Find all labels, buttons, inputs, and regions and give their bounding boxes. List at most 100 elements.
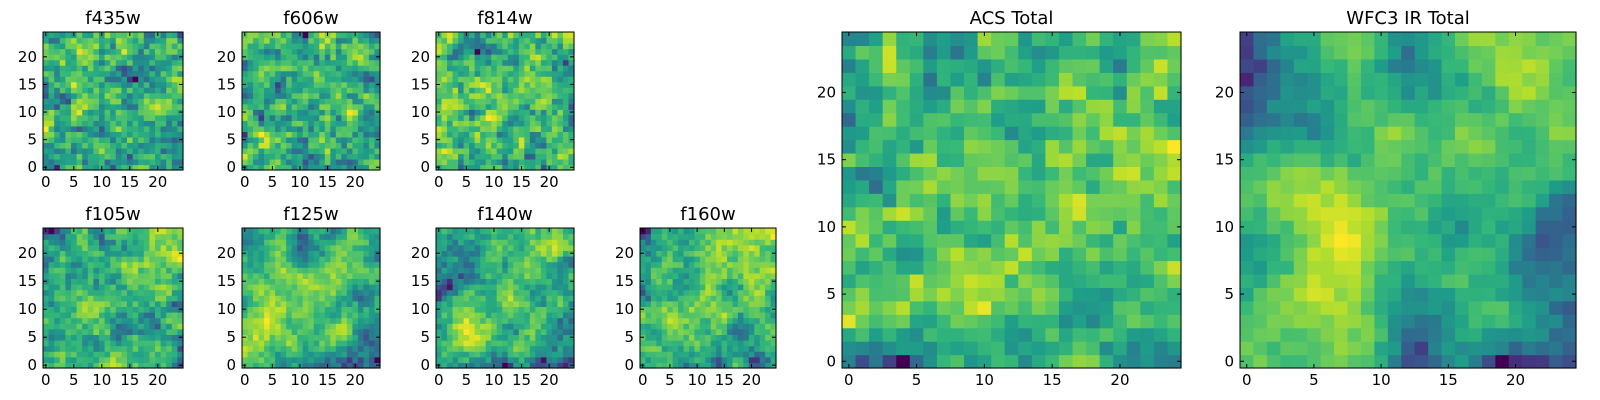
heatmap-cell	[688, 272, 695, 279]
heatmap-cell	[59, 114, 66, 121]
heatmap-cell	[121, 317, 128, 324]
heatmap-cell	[247, 92, 254, 99]
heatmap-cell	[308, 239, 315, 246]
heatmap-cell	[721, 306, 728, 313]
heatmap-cell	[143, 323, 150, 330]
x-tick-label: 10	[290, 173, 309, 191]
heatmap-cell	[368, 306, 376, 313]
heatmap-cell	[463, 109, 470, 116]
heatmap-cell	[447, 103, 454, 110]
heatmap-cell	[308, 114, 315, 121]
heatmap-cell	[43, 65, 50, 72]
heatmap-cell	[275, 54, 282, 61]
heatmap-cell	[280, 295, 287, 302]
heatmap-cell	[1113, 247, 1128, 262]
heatmap-cell	[291, 158, 298, 166]
heatmap-cell	[1004, 260, 1019, 275]
heatmap-cell	[1099, 314, 1114, 329]
heatmap-cell	[127, 125, 134, 132]
heatmap-cell	[363, 328, 370, 335]
heatmap-cell	[93, 164, 100, 171]
heatmap-cell	[732, 295, 739, 302]
heatmap-cell	[65, 114, 72, 121]
heatmap-cell	[330, 114, 337, 121]
heatmap-cell	[297, 295, 304, 302]
heatmap-cell	[562, 300, 570, 307]
heatmap-cell	[496, 278, 503, 285]
heatmap-cell	[535, 306, 542, 313]
heatmap-cell	[291, 32, 298, 39]
heatmap-cell	[491, 125, 498, 132]
heatmap-cell	[977, 314, 992, 329]
heatmap-cell	[286, 114, 293, 121]
heatmap-cell	[149, 228, 156, 235]
heatmap-cell	[480, 278, 487, 285]
heatmap-cell	[143, 334, 150, 341]
heatmap-cell	[99, 239, 106, 246]
heatmap-cell	[710, 256, 717, 263]
heatmap-cell	[346, 362, 353, 369]
heatmap-cell	[568, 233, 575, 240]
heatmap-cell	[138, 131, 145, 138]
heatmap-cell	[99, 312, 106, 319]
heatmap-cell	[540, 164, 547, 171]
heatmap-cell	[253, 250, 260, 257]
heatmap-cell	[363, 345, 370, 352]
heatmap-cell	[155, 278, 162, 285]
heatmap-cell	[469, 228, 476, 235]
heatmap-cell	[346, 295, 353, 302]
heatmap-cell	[667, 328, 674, 335]
heatmap-cell	[127, 278, 134, 285]
heatmap-cell	[302, 345, 309, 352]
heatmap-cell	[341, 136, 348, 143]
heatmap-cell	[759, 362, 766, 369]
heatmap-cell	[562, 323, 570, 330]
heatmap-cell	[716, 340, 723, 347]
heatmap-cell	[302, 356, 309, 363]
heatmap-cell	[280, 59, 287, 66]
heatmap-cell	[104, 284, 111, 291]
heatmap-cell	[127, 43, 134, 50]
heatmap-cell	[716, 351, 723, 358]
heatmap-cell	[76, 98, 83, 105]
heatmap-cell	[491, 158, 498, 166]
heatmap-cell	[346, 142, 353, 149]
heatmap-cell	[335, 125, 342, 132]
heatmap-cell	[286, 81, 293, 88]
heatmap-cell	[363, 142, 370, 149]
heatmap-cell	[171, 43, 178, 50]
heatmap-cell	[99, 261, 106, 268]
heatmap-cell	[87, 103, 94, 110]
heatmap-cell	[562, 158, 570, 166]
heatmap-cell	[540, 32, 547, 39]
heatmap-cell	[258, 312, 265, 319]
heatmap-cell	[1031, 179, 1046, 194]
heatmap-cell	[491, 81, 498, 88]
heatmap-cell	[269, 334, 276, 341]
heatmap-cell	[308, 136, 315, 143]
heatmap-cell	[324, 261, 331, 268]
heatmap-cell	[87, 70, 94, 77]
heatmap-cell	[557, 278, 564, 285]
heatmap-cell	[688, 328, 695, 335]
heatmap-cell	[463, 43, 470, 50]
heatmap-cell	[656, 317, 663, 324]
heatmap-cell	[297, 131, 304, 138]
heatmap-cell	[540, 256, 547, 263]
heatmap-cell	[330, 256, 337, 263]
heatmap-cell	[291, 356, 298, 363]
heatmap-cell	[171, 125, 178, 132]
heatmap-cell	[727, 239, 734, 246]
heatmap-cell	[518, 48, 525, 55]
heatmap-cell	[672, 289, 679, 296]
heatmap-cell	[264, 120, 271, 127]
heatmap-cell	[143, 109, 150, 116]
heatmap-cell	[253, 340, 260, 347]
heatmap-cell	[286, 109, 293, 116]
heatmap-cell	[275, 362, 282, 369]
heatmap-cell	[480, 289, 487, 296]
heatmap-cell	[357, 278, 365, 285]
heatmap-cell	[529, 164, 536, 171]
heatmap-cell	[93, 48, 100, 55]
